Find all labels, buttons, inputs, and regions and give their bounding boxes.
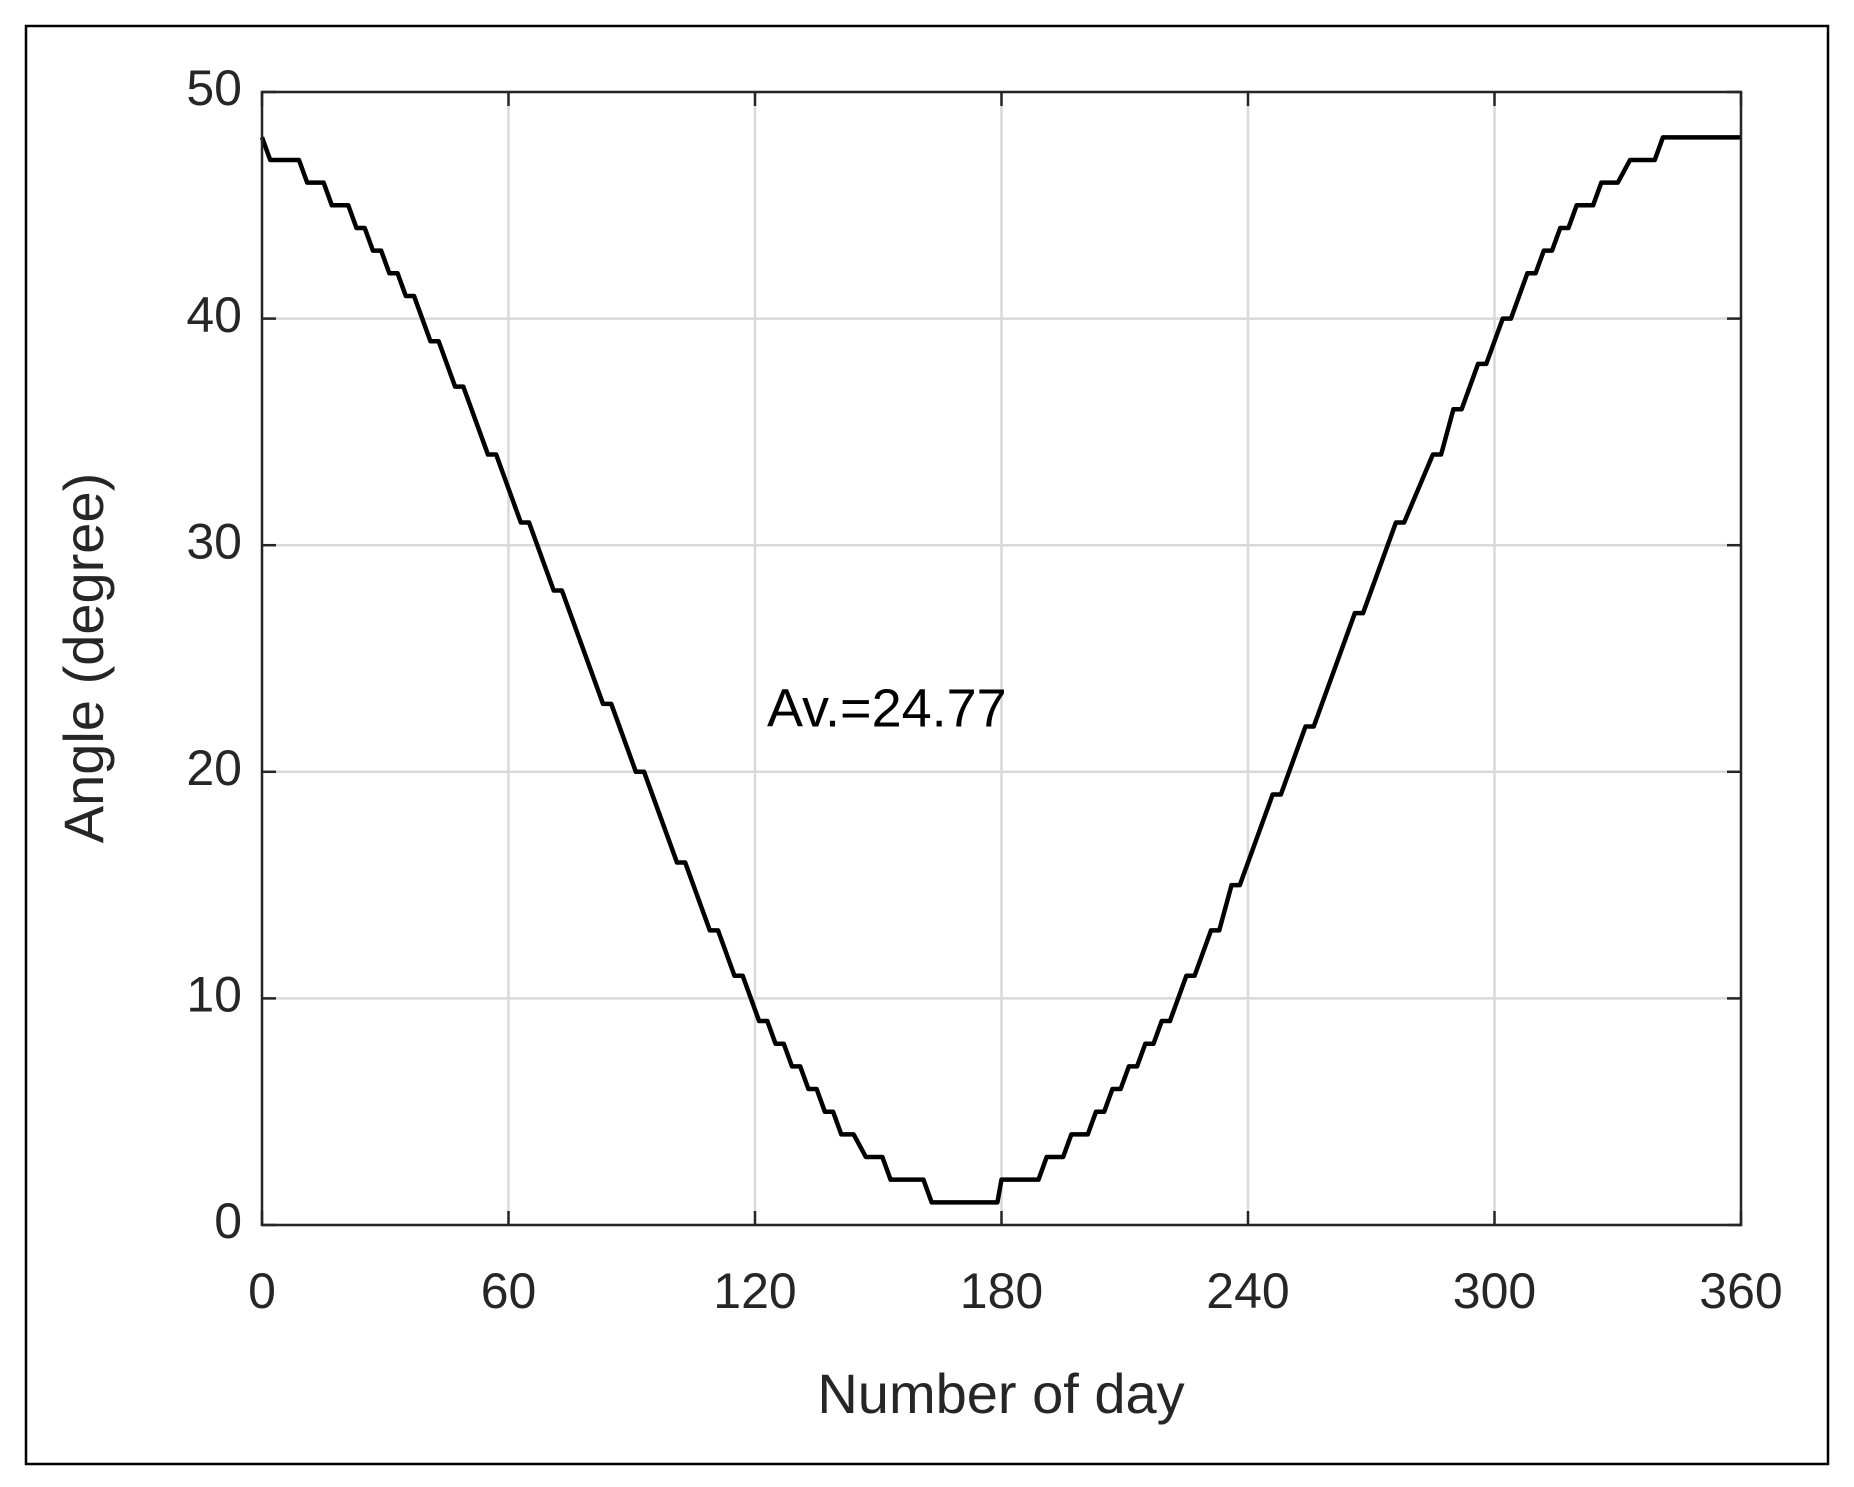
y-tick-label: 0 (214, 1193, 242, 1249)
plot-area (259, 135, 1741, 1205)
x-tick-label: 300 (1453, 1263, 1536, 1319)
y-tick-label: 20 (186, 740, 242, 796)
x-tick-label: 180 (960, 1263, 1043, 1319)
y-tick-label: 50 (186, 60, 242, 116)
grid (260, 90, 1743, 1227)
annotation: Av.=24.77 (767, 678, 1007, 738)
x-tick-label: 0 (248, 1263, 276, 1319)
x-tick-label: 120 (713, 1263, 796, 1319)
x-tick-label: 240 (1206, 1263, 1289, 1319)
x-tick-label: 360 (1699, 1263, 1782, 1319)
y-tick-label: 40 (186, 287, 242, 343)
figure-frame (24, 24, 1830, 1466)
x-axis-label: Number of day (817, 1362, 1184, 1425)
data-line (259, 135, 1741, 1205)
y-tick-label: 30 (186, 513, 242, 569)
x-tick-label: 60 (481, 1263, 537, 1319)
y-tick-label: 10 (186, 967, 242, 1023)
y-axis-label: Angle (degree) (52, 473, 115, 843)
